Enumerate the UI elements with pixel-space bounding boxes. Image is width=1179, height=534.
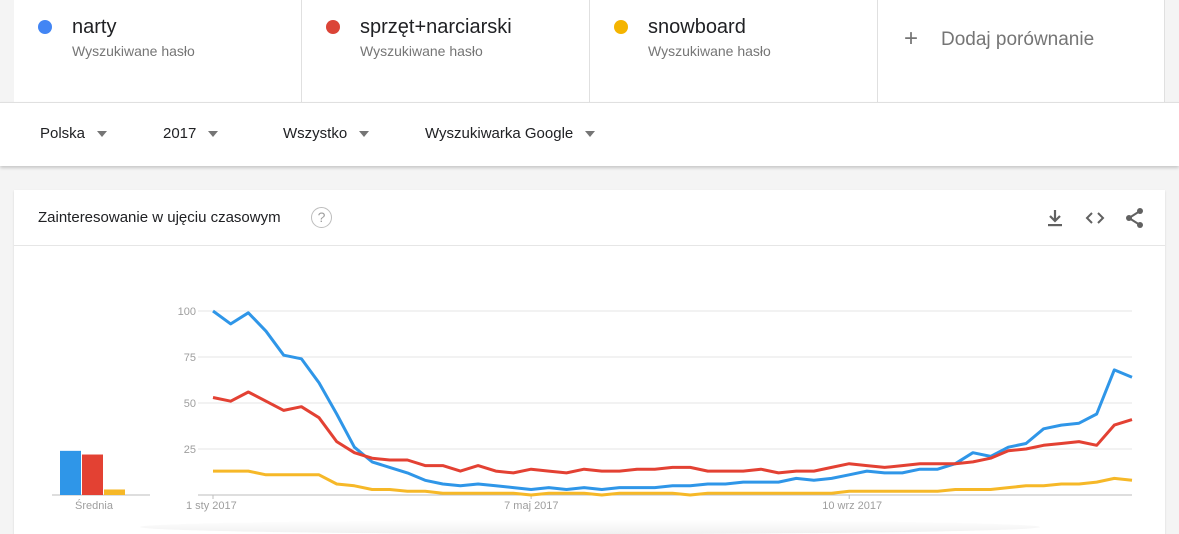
region-dropdown[interactable]: Polska: [40, 125, 108, 142]
filters-bar: Polska 2017 Wszystko Wyszukiwarka Google: [0, 102, 1179, 166]
term-name: sprzęt+narciarski: [360, 16, 512, 38]
y-tick-label: 75: [184, 352, 196, 364]
series-color-dot: [326, 20, 340, 34]
average-label: Średnia: [75, 499, 114, 512]
period-value: 2017: [163, 125, 197, 142]
interest-chart[interactable]: 100 75 50 25 1 sty 2017 7 maj 2017 10 wrz 2017…: [14, 190, 1165, 534]
term-card-narty[interactable]: narty Wyszukiwane hasło: [14, 0, 302, 102]
card-header: Zainteresowanie w ujęciu czasowym ?: [14, 190, 1165, 246]
search-terms-bar: narty Wyszukiwane hasło sprzęt+narciarsk…: [14, 0, 1165, 102]
add-comparison-button[interactable]: + Dodaj porównanie: [878, 0, 1165, 102]
embed-code-icon[interactable]: [1083, 206, 1107, 230]
average-bar: [60, 450, 81, 495]
term-type-label: Wyszukiwane hasło: [360, 43, 483, 59]
help-icon[interactable]: ?: [311, 207, 332, 228]
caret-down-icon: [585, 130, 596, 137]
series-line-sprz-t-narciarski: [212, 390, 1133, 475]
caret-down-icon: [97, 130, 108, 137]
series-color-dot: [38, 20, 52, 34]
series-line-snowboard: [213, 469, 1133, 497]
bottom-shadow: [140, 520, 1040, 534]
series-line-narty: [212, 309, 1133, 491]
period-dropdown[interactable]: 2017: [163, 125, 219, 142]
average-bar: [82, 454, 103, 495]
term-name: narty: [72, 16, 117, 38]
term-type-label: Wyszukiwane hasło: [72, 43, 195, 59]
download-icon[interactable]: [1043, 206, 1067, 230]
caret-down-icon: [359, 130, 370, 137]
add-comparison-label: Dodaj porównanie: [941, 29, 1095, 50]
average-bar: [104, 489, 125, 495]
x-tick-label: 10 wrz 2017: [822, 500, 882, 512]
share-icon[interactable]: [1123, 206, 1147, 230]
y-tick-label: 25: [184, 444, 196, 456]
category-value: Wszystko: [283, 125, 348, 142]
term-type-label: Wyszukiwane hasło: [648, 43, 771, 59]
term-name: snowboard: [648, 16, 746, 38]
category-dropdown[interactable]: Wszystko: [283, 125, 370, 142]
x-tick-label: 7 maj 2017: [504, 500, 558, 512]
term-card-sprzet-narciarski[interactable]: sprzęt+narciarski Wyszukiwane hasło: [302, 0, 590, 102]
search-type-dropdown[interactable]: Wyszukiwarka Google: [425, 125, 596, 142]
x-tick-label: 1 sty 2017: [186, 500, 237, 512]
plus-icon: +: [904, 25, 919, 52]
y-tick-label: 50: [184, 398, 196, 410]
series-color-dot: [614, 20, 628, 34]
caret-down-icon: [208, 130, 219, 137]
region-value: Polska: [40, 125, 86, 142]
interest-over-time-card: Zainteresowanie w ujęciu czasowym ? 100 7…: [14, 190, 1165, 534]
card-title: Zainteresowanie w ujęciu czasowym: [38, 209, 281, 226]
term-card-snowboard[interactable]: snowboard Wyszukiwane hasło: [590, 0, 878, 102]
y-tick-label: 100: [178, 306, 196, 318]
search-type-value: Wyszukiwarka Google: [425, 125, 574, 142]
